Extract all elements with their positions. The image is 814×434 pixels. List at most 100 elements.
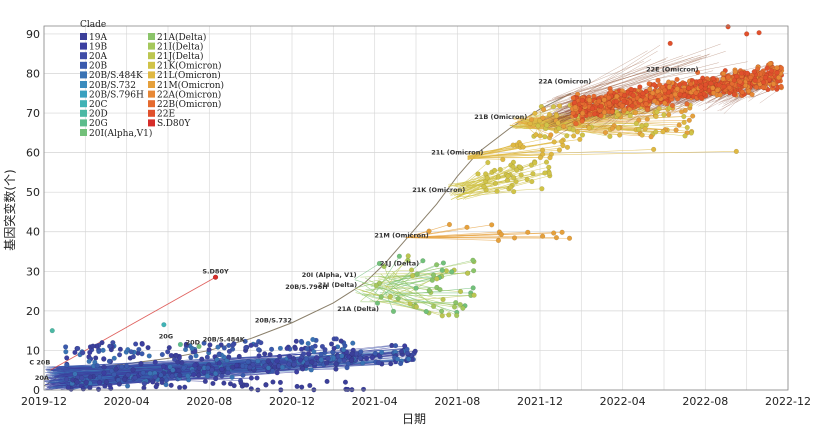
data-point bbox=[749, 91, 755, 98]
data-point bbox=[460, 305, 466, 311]
lineage-link bbox=[566, 57, 668, 103]
data-point bbox=[111, 371, 117, 378]
data-point bbox=[504, 177, 510, 183]
data-point bbox=[405, 253, 411, 259]
data-point bbox=[161, 322, 167, 328]
lineage-link bbox=[388, 279, 433, 286]
data-point bbox=[248, 342, 254, 348]
data-point bbox=[554, 113, 560, 119]
data-point bbox=[140, 370, 146, 376]
data-point bbox=[431, 303, 437, 309]
data-point bbox=[686, 85, 692, 91]
legend-label: 20D bbox=[89, 110, 108, 120]
lineage-link bbox=[355, 259, 473, 289]
data-point bbox=[269, 346, 275, 352]
data-point bbox=[113, 366, 119, 372]
data-point bbox=[720, 76, 726, 82]
data-point bbox=[648, 94, 654, 100]
legend-label: 22A(Omicron) bbox=[157, 89, 221, 100]
legend-swatch bbox=[80, 42, 87, 50]
data-point bbox=[325, 355, 331, 362]
data-point bbox=[524, 176, 530, 182]
data-point bbox=[263, 382, 269, 388]
data-point bbox=[75, 345, 81, 352]
data-point bbox=[97, 380, 103, 386]
data-point bbox=[726, 85, 732, 91]
data-point bbox=[556, 126, 562, 132]
data-point bbox=[130, 367, 136, 373]
data-point bbox=[258, 340, 264, 346]
data-point bbox=[387, 294, 393, 300]
legend-label: 20G bbox=[89, 119, 108, 129]
legend-swatch bbox=[148, 90, 155, 98]
legend-swatch bbox=[148, 119, 155, 127]
data-point bbox=[681, 119, 687, 125]
data-point bbox=[606, 100, 612, 106]
data-point bbox=[698, 95, 704, 101]
lineage-link bbox=[467, 144, 514, 159]
data-point bbox=[204, 354, 210, 360]
data-point bbox=[270, 368, 276, 374]
data-point bbox=[762, 75, 768, 81]
lineage-link bbox=[517, 120, 551, 136]
data-point bbox=[653, 113, 659, 120]
data-point bbox=[608, 89, 614, 95]
data-point bbox=[774, 65, 780, 71]
x-tick-label: 2021-04 bbox=[352, 395, 398, 408]
data-point bbox=[586, 97, 593, 103]
data-point bbox=[199, 356, 205, 362]
data-point bbox=[426, 287, 432, 293]
data-point bbox=[410, 273, 416, 279]
legend-swatch bbox=[148, 81, 155, 88]
data-point bbox=[619, 103, 625, 109]
data-point bbox=[64, 355, 70, 361]
data-point bbox=[216, 360, 222, 366]
data-point bbox=[245, 359, 251, 365]
data-point bbox=[292, 345, 298, 352]
legend-swatch bbox=[148, 100, 155, 108]
data-point bbox=[231, 383, 237, 389]
data-point bbox=[290, 355, 297, 361]
lineage-link bbox=[355, 263, 380, 280]
data-point bbox=[752, 77, 758, 84]
data-point bbox=[734, 73, 740, 79]
data-point bbox=[407, 301, 413, 307]
clade-annotation: 22E (Omicron) bbox=[646, 66, 698, 74]
y-tick-label: 30 bbox=[26, 265, 40, 278]
data-point bbox=[633, 120, 639, 127]
data-point bbox=[277, 379, 283, 385]
data-point bbox=[505, 173, 511, 179]
data-point bbox=[674, 76, 680, 83]
data-point bbox=[439, 308, 445, 314]
legend: Clade 19A19B20A20B20B/S.484K20B/S.73220B… bbox=[80, 20, 224, 139]
data-point bbox=[514, 167, 520, 173]
data-point bbox=[542, 170, 548, 176]
data-point bbox=[96, 348, 102, 355]
data-point bbox=[774, 70, 780, 76]
data-point bbox=[374, 300, 381, 306]
data-point bbox=[100, 347, 106, 353]
lineage-link bbox=[619, 109, 648, 128]
data-point bbox=[394, 356, 401, 362]
legend-swatch bbox=[148, 52, 155, 60]
clade-annotation: C 20B bbox=[29, 358, 50, 366]
data-point bbox=[614, 93, 620, 99]
data-point bbox=[547, 155, 553, 161]
data-point bbox=[372, 350, 378, 356]
data-point bbox=[101, 364, 107, 370]
y-tick-label: 10 bbox=[26, 344, 40, 357]
data-point bbox=[439, 313, 445, 319]
data-point bbox=[551, 139, 557, 145]
lineage-link bbox=[543, 109, 576, 126]
data-point bbox=[546, 112, 553, 118]
lineage-link bbox=[376, 264, 437, 290]
x-tick-label: 2022-12 bbox=[765, 395, 811, 408]
data-point bbox=[767, 61, 773, 67]
data-point bbox=[489, 222, 495, 228]
data-point bbox=[457, 289, 464, 295]
data-point bbox=[192, 362, 198, 368]
data-point bbox=[660, 129, 666, 135]
data-point bbox=[244, 382, 250, 388]
clade-annotation: 21J (Delta) bbox=[380, 259, 419, 267]
data-point bbox=[629, 103, 635, 109]
